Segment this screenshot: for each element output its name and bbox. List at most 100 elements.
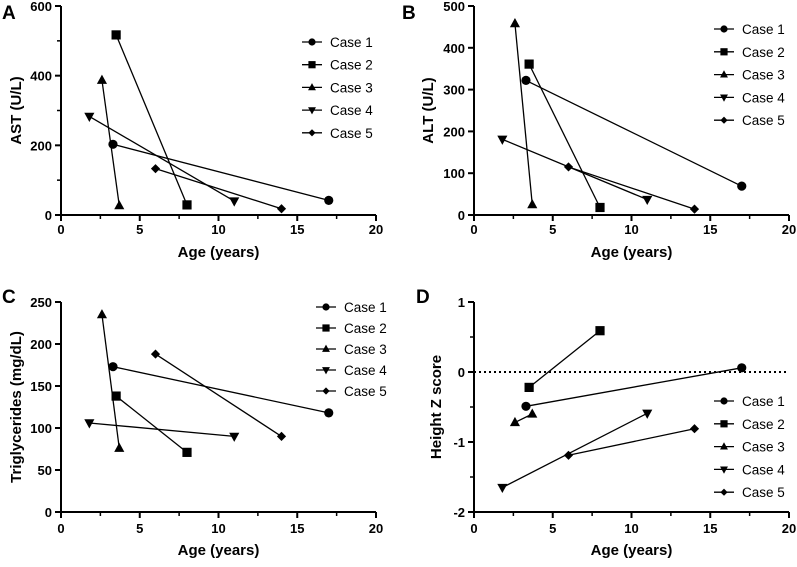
legend-item: Case 5 (714, 485, 785, 500)
x-tick-label: 20 (369, 521, 383, 536)
legend-marker (720, 442, 728, 450)
data-point (111, 30, 121, 40)
y-tick-label: 150 (30, 379, 52, 394)
legend-item: Case 5 (316, 384, 387, 399)
panel-d: D 0 5 10 15 20 -2 -1 0 1 Age (years) Height Z score… (416, 287, 796, 559)
data-point (642, 195, 653, 206)
panel-letter: D (416, 287, 430, 308)
legend-item: Case 1 (714, 394, 785, 409)
series-1 (521, 363, 747, 411)
legend-label: Case 5 (742, 113, 785, 128)
legend-marker (720, 488, 728, 496)
legend-label: Case 1 (742, 22, 785, 37)
x-tick-label: 15 (290, 521, 304, 536)
x-tick-label: 5 (549, 521, 556, 536)
legend-item: Case 3 (316, 342, 387, 357)
y-axis-label: Triglycerides (mg/dL) (8, 331, 25, 483)
legend-label: Case 3 (742, 440, 785, 455)
y-tick-label: 100 (443, 166, 465, 181)
legend-marker (720, 70, 728, 78)
legend-item: Case 2 (714, 45, 785, 60)
data-point (96, 309, 108, 319)
x-tick-label: 0 (57, 521, 64, 536)
series-3 (509, 18, 538, 209)
legend-label: Case 1 (344, 300, 387, 315)
series-2 (524, 59, 605, 213)
panel-letter: A (2, 3, 16, 24)
legend-marker (720, 397, 728, 405)
series-2 (524, 326, 605, 392)
x-tick-label: 0 (57, 222, 64, 237)
series-4 (84, 112, 240, 207)
x-tick-label: 20 (782, 222, 796, 237)
x-axis-label: Age (years) (178, 244, 260, 261)
x-tick-label: 15 (703, 521, 717, 536)
x-tick-label: 10 (211, 521, 225, 536)
series-line (112, 143, 329, 201)
y-tick-label: -2 (453, 505, 465, 520)
y-tick-label: 50 (38, 463, 52, 478)
data-point (563, 162, 574, 172)
legend-label: Case 3 (344, 342, 387, 357)
series-4 (84, 419, 240, 442)
series-4 (497, 409, 653, 494)
y-tick-label: 600 (30, 0, 52, 14)
x-axis-label: Age (years) (591, 244, 673, 261)
data-point (276, 204, 287, 214)
series-5 (150, 349, 287, 441)
legend-item: Case 3 (302, 80, 373, 95)
legend-marker (308, 61, 316, 69)
legend-label: Case 4 (344, 363, 387, 378)
data-point (521, 401, 531, 411)
legend-label: Case 4 (742, 462, 785, 477)
y-tick-label: 1 (458, 295, 465, 310)
legend-item: Case 3 (714, 68, 785, 83)
data-point (111, 391, 121, 401)
legend-marker (322, 303, 330, 311)
series-1 (521, 75, 747, 191)
data-point (229, 197, 240, 207)
data-point (689, 424, 700, 434)
x-tick-label: 5 (549, 222, 556, 237)
legend-item: Case 5 (302, 126, 373, 141)
x-tick-label: 10 (624, 222, 638, 237)
panel-letter: C (2, 287, 16, 308)
series-5 (150, 164, 287, 214)
series-line (115, 34, 188, 206)
series-line (502, 412, 648, 489)
y-tick-label: 200 (30, 138, 52, 153)
legend-marker (322, 367, 330, 375)
series-line (568, 428, 695, 456)
y-axis-label: AST (U/L) (8, 76, 25, 144)
legend-item: Case 2 (714, 417, 785, 432)
series-3 (96, 309, 125, 452)
legend-marker (322, 324, 330, 332)
data-point (524, 382, 534, 392)
legend-label: Case 5 (742, 485, 785, 500)
series-line (525, 79, 743, 187)
y-tick-label: 0 (45, 505, 52, 520)
y-tick-label: 200 (30, 337, 52, 352)
y-axis-label: Height Z score (428, 355, 445, 459)
series-3 (509, 408, 538, 427)
data-point (737, 363, 747, 373)
series-line (155, 168, 282, 210)
data-point (182, 200, 192, 210)
series-3 (96, 74, 125, 210)
legend-marker (720, 48, 728, 56)
data-point (497, 483, 508, 494)
data-point (509, 18, 521, 28)
legend-marker (720, 116, 728, 124)
y-tick-label: 100 (30, 421, 52, 436)
y-tick-label: 250 (30, 295, 52, 310)
data-point (595, 326, 605, 336)
series-line (89, 115, 235, 202)
data-point (324, 195, 334, 205)
legend-marker (322, 344, 330, 352)
legend-item: Case 3 (714, 440, 785, 455)
legend-item: Case 2 (302, 58, 373, 73)
legend-marker (308, 107, 316, 115)
